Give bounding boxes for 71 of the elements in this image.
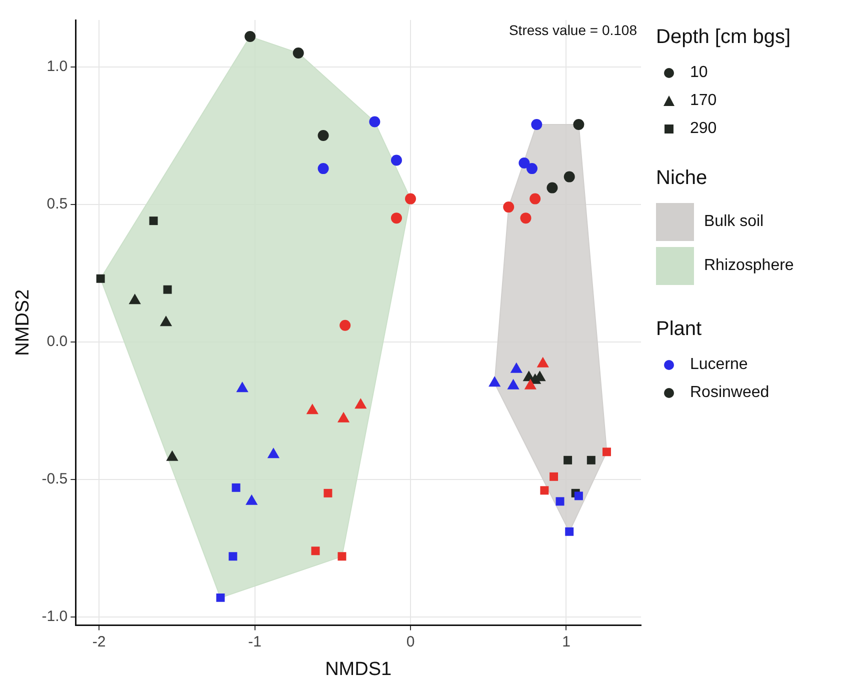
text: 170 <box>690 92 717 110</box>
point <box>518 158 530 169</box>
point <box>390 154 402 166</box>
point <box>540 486 549 495</box>
annotation: Stress value = 0.108 <box>508 22 638 38</box>
point <box>340 320 351 331</box>
point <box>574 492 583 500</box>
text: 290 <box>690 120 717 138</box>
legend-label: Bulk soil <box>704 213 764 231</box>
point <box>318 163 329 174</box>
point <box>166 450 178 461</box>
point <box>292 48 304 59</box>
point <box>405 193 416 204</box>
point <box>244 31 256 42</box>
legend-label: Rosinweed <box>690 384 770 402</box>
point <box>602 448 611 456</box>
point <box>160 316 172 326</box>
y-tick-label: 0.5 <box>46 195 68 212</box>
point <box>531 119 542 130</box>
point <box>573 119 584 130</box>
point <box>524 378 536 390</box>
point <box>530 193 541 204</box>
point <box>96 274 105 283</box>
point <box>337 412 350 422</box>
point <box>354 398 367 409</box>
point <box>324 488 332 498</box>
x-axis-title: NMDS1 <box>325 658 392 680</box>
point <box>390 212 402 224</box>
point <box>536 356 549 368</box>
legend-label: Lucerne <box>690 356 748 374</box>
y-axis-title: NMDS2 <box>12 289 34 356</box>
text: Niche <box>656 167 708 190</box>
point <box>520 212 532 224</box>
point <box>246 494 258 505</box>
point <box>550 472 558 481</box>
x-tick-label: 1 <box>562 633 570 650</box>
legend-label: Rhizosphere <box>704 257 794 275</box>
y-tick-label: -1.0 <box>42 608 68 626</box>
y-tick-label: 0.0 <box>46 332 68 350</box>
point <box>488 376 501 387</box>
point <box>267 448 280 458</box>
point <box>586 456 596 464</box>
x-tick-label: 0 <box>406 633 415 650</box>
point <box>318 130 329 142</box>
text: Plant <box>656 318 703 341</box>
point <box>128 294 141 304</box>
point <box>564 171 575 182</box>
point <box>565 527 574 536</box>
point <box>546 182 558 194</box>
point <box>149 216 158 226</box>
point <box>228 552 238 561</box>
point <box>232 483 240 492</box>
y-tick-label: -0.5 <box>42 470 68 488</box>
point <box>503 202 514 213</box>
point <box>306 404 318 414</box>
point <box>236 382 248 392</box>
x-tick-label: -2 <box>92 633 106 650</box>
point <box>556 497 564 506</box>
text: 10 <box>690 64 708 82</box>
point <box>369 116 380 128</box>
point <box>507 378 520 390</box>
legend-title: Depth [cm bgs] <box>656 26 792 49</box>
y-tick-label: 1.0 <box>46 58 68 75</box>
point <box>564 456 572 464</box>
point <box>216 593 225 602</box>
point <box>163 285 172 294</box>
point <box>338 552 346 561</box>
x-tick-label: -1 <box>248 633 262 650</box>
point <box>311 546 320 556</box>
point <box>526 163 538 174</box>
point <box>510 362 522 373</box>
